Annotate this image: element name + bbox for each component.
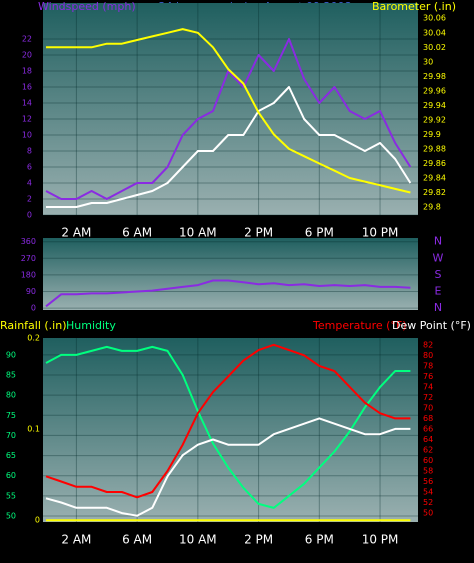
- y-tick-label: 85: [6, 371, 16, 380]
- x-tick-label: 6 PM: [305, 533, 334, 547]
- y2-tick-label: W: [433, 251, 444, 264]
- legend-label: Windspeed (mph): [38, 0, 136, 13]
- legend-label: Barometer (.in): [372, 0, 456, 13]
- y2-tick-label: 29.86: [423, 159, 446, 168]
- series-line: [45, 38, 412, 200]
- y-tick-label: 2: [27, 195, 32, 204]
- y2-tick-label: 68: [423, 414, 433, 423]
- y-tick-label: 65: [6, 451, 16, 460]
- y2-tick-label: 30: [423, 57, 433, 66]
- x-tick-label: 2 PM: [244, 533, 273, 547]
- y2-tick-label: 56: [423, 477, 433, 486]
- y-tick-label: 18: [22, 67, 32, 76]
- y-tick-label: 360: [21, 237, 36, 246]
- y2-tick-label: 60: [423, 456, 433, 465]
- y-tick-label: 60: [6, 471, 16, 480]
- y-tick-label: 180: [21, 270, 36, 279]
- y-tick-label: 270: [21, 254, 36, 263]
- legend-label: Temperature (°F): [312, 319, 407, 332]
- y-tick-label: 6: [27, 163, 32, 172]
- y2-tick-label: 66: [423, 424, 433, 433]
- x-tick-label: 2 AM: [61, 533, 91, 547]
- x-tick-label: 6 AM: [122, 226, 152, 240]
- y-tick-label: 0: [31, 304, 36, 313]
- y2-tick-label: 82: [423, 340, 433, 349]
- y-tick-label: 90: [6, 350, 16, 359]
- y2-tick-label: 30.02: [423, 43, 446, 52]
- y2-tick-label: 29.82: [423, 188, 446, 197]
- y2-tick-label: N: [434, 235, 442, 248]
- y2-tick-label: 29.88: [423, 144, 446, 153]
- x-tick-label: 10 PM: [362, 533, 399, 547]
- y-tick-label: 22: [22, 35, 32, 44]
- y2-tick-label: 80: [423, 351, 433, 360]
- x-tick-label: 10 AM: [179, 533, 217, 547]
- y-tick-label: 16: [22, 83, 32, 92]
- y-tick-label: 70: [6, 431, 16, 440]
- plot-area: [43, 338, 418, 522]
- y2-tick-label: 29.9: [423, 130, 441, 139]
- series-line: [45, 417, 411, 517]
- x-tick-label: 10 AM: [179, 226, 217, 240]
- y2-tick-label: E: [435, 285, 442, 298]
- y-tick-label: 75: [6, 411, 16, 420]
- y2-tick-label: 30.04: [423, 28, 446, 37]
- y2-tick-label: 29.8: [423, 203, 441, 212]
- x-tick-label: 6 PM: [305, 226, 334, 240]
- legend-label: Humidity: [66, 319, 116, 332]
- y-tick-label: 14: [22, 99, 32, 108]
- y2-tick-label: 29.98: [423, 72, 446, 81]
- x-tick-label: 2 AM: [61, 226, 91, 240]
- y3-tick-label: 0.1: [27, 425, 40, 434]
- y2-tick-label: 50: [423, 509, 433, 518]
- y-tick-label: 0: [27, 211, 32, 220]
- y2-tick-label: N: [434, 301, 442, 314]
- y2-tick-label: 70: [423, 403, 433, 412]
- legend-label: Rainfall (.in): [0, 319, 67, 332]
- series-line: [45, 343, 411, 499]
- y-tick-label: 55: [6, 491, 16, 500]
- y2-tick-label: 78: [423, 361, 433, 370]
- y-tick-label: 80: [6, 391, 16, 400]
- y2-tick-label: 58: [423, 467, 433, 476]
- y2-tick-label: 76: [423, 372, 433, 381]
- x-tick-label: 10 PM: [362, 226, 399, 240]
- series-line: [46, 86, 412, 208]
- y2-tick-label: 64: [423, 435, 433, 444]
- y3-tick-label: 0: [35, 516, 40, 525]
- y2-tick-label: 52: [423, 498, 433, 507]
- y-tick-label: 90: [26, 287, 36, 296]
- y2-tick-label: S: [435, 268, 442, 281]
- series-line: [46, 28, 411, 194]
- y2-tick-label: 29.96: [423, 86, 446, 95]
- y2-tick-label: 29.92: [423, 115, 446, 124]
- plot-area: [43, 238, 418, 310]
- x-tick-label: 2 PM: [244, 226, 273, 240]
- y2-tick-label: 74: [423, 382, 433, 391]
- y-tick-label: 10: [22, 131, 32, 140]
- legend-label: Dew Point (°F): [392, 319, 471, 332]
- y2-tick-label: 29.94: [423, 101, 446, 110]
- y2-tick-label: 29.84: [423, 173, 446, 182]
- y2-tick-label: 30.06: [423, 14, 446, 23]
- y-tick-label: 4: [27, 179, 32, 188]
- x-tick-label: 6 AM: [122, 533, 152, 547]
- series-line: [45, 279, 411, 308]
- y3-tick-label: 0.2: [27, 334, 40, 343]
- y-tick-label: 50: [6, 511, 16, 520]
- y2-tick-label: 62: [423, 445, 433, 454]
- y-tick-label: 8: [27, 147, 32, 156]
- y-tick-label: 12: [22, 115, 32, 124]
- y2-tick-label: 54: [423, 488, 433, 497]
- series-line: [45, 345, 411, 509]
- y2-tick-label: 72: [423, 393, 433, 402]
- y-tick-label: 20: [22, 51, 32, 60]
